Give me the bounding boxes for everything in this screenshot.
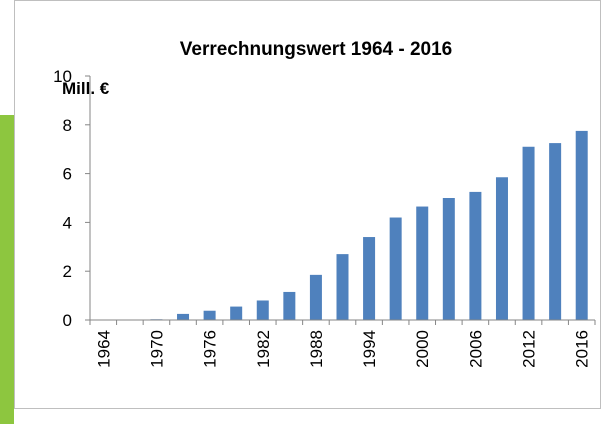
x-tick-label: 1976: [201, 330, 220, 368]
bar: [549, 143, 562, 320]
bar: [442, 198, 455, 320]
x-tick-label: 2012: [520, 330, 539, 368]
y-tick-label: 2: [63, 262, 72, 281]
bar: [177, 313, 190, 320]
y-tick-label: 4: [63, 213, 72, 232]
chart-title: Verrechnungswert 1964 - 2016: [180, 39, 452, 60]
x-tick-label: 1988: [307, 330, 326, 368]
x-tick-label: 2016: [573, 330, 592, 368]
x-tick-label: 1964: [94, 330, 113, 368]
x-tick-label: 1994: [360, 330, 379, 368]
bar: [256, 300, 269, 320]
bar: [416, 206, 429, 320]
bar: [309, 274, 322, 320]
x-tick-label: 2006: [466, 330, 485, 368]
bar: [336, 254, 349, 320]
x-tick-label: 1982: [254, 330, 273, 368]
bar: [203, 310, 216, 320]
y-tick-label: 8: [63, 116, 72, 135]
bar: [283, 291, 296, 320]
bar: [469, 191, 482, 320]
bar: [575, 130, 588, 320]
bar: [363, 237, 376, 320]
y-tick-label: 6: [63, 165, 72, 184]
y-tick-label: 10: [53, 67, 72, 86]
x-tick-label: 2000: [413, 330, 432, 368]
y-axis-label: Mill. €: [62, 79, 110, 98]
side-accent: [0, 115, 14, 424]
bar: [389, 217, 402, 320]
bar: [522, 146, 535, 320]
chart-border: [14, 0, 601, 409]
x-tick-label: 1970: [147, 330, 166, 368]
bar: [230, 306, 243, 320]
y-tick-label: 0: [63, 311, 72, 330]
bar: [495, 177, 508, 320]
